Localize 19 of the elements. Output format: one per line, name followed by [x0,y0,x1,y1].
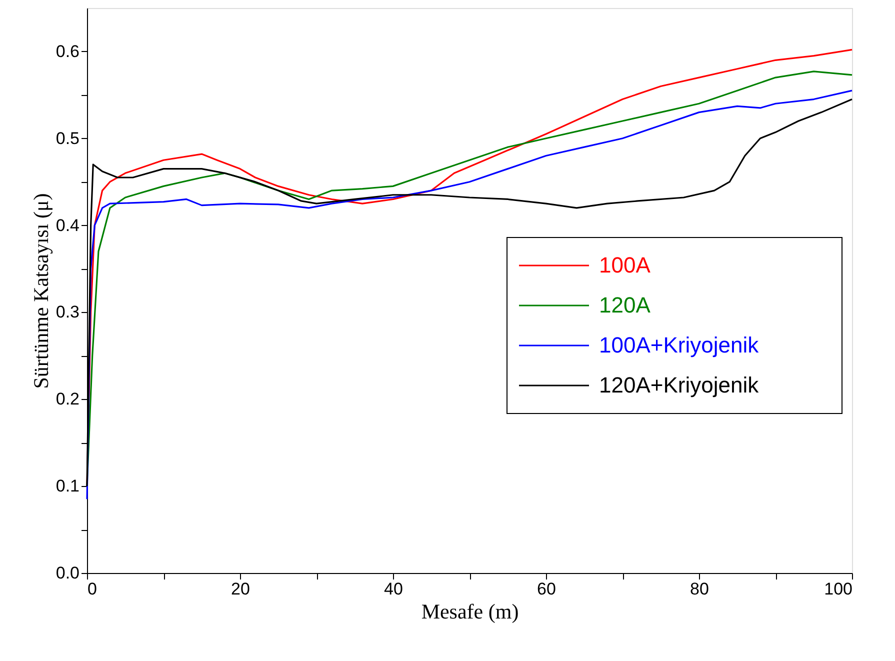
x-tick-label: 0 [88,580,97,598]
x-tick-label: 80 [690,580,709,598]
y-tick-label: 0.1 [56,476,80,496]
legend-label: 120A [599,292,651,318]
y-tick-label: 0.0 [56,564,80,582]
y-tick-label: 0.3 [56,302,80,322]
x-axis-title: Mesafe (m) [421,600,519,624]
y-tick-label: 0.6 [56,42,80,61]
y-tick-label: 0.2 [56,390,80,409]
x-tick-label: 100 [824,580,852,598]
legend-label: 100A+Kriyojenik [599,332,760,358]
y-tick-label: 0.5 [56,128,80,148]
y-axis-title: Sürtünme Katsayısı (μ) [28,193,53,389]
x-tick-label: 20 [231,580,250,598]
x-tick-label: 40 [384,580,403,598]
legend-label: 100A [599,252,651,278]
x-tick-label: 60 [537,580,556,598]
y-tick-label: 0.4 [56,216,80,235]
legend-label: 120A+Kriyojenik [599,372,760,398]
